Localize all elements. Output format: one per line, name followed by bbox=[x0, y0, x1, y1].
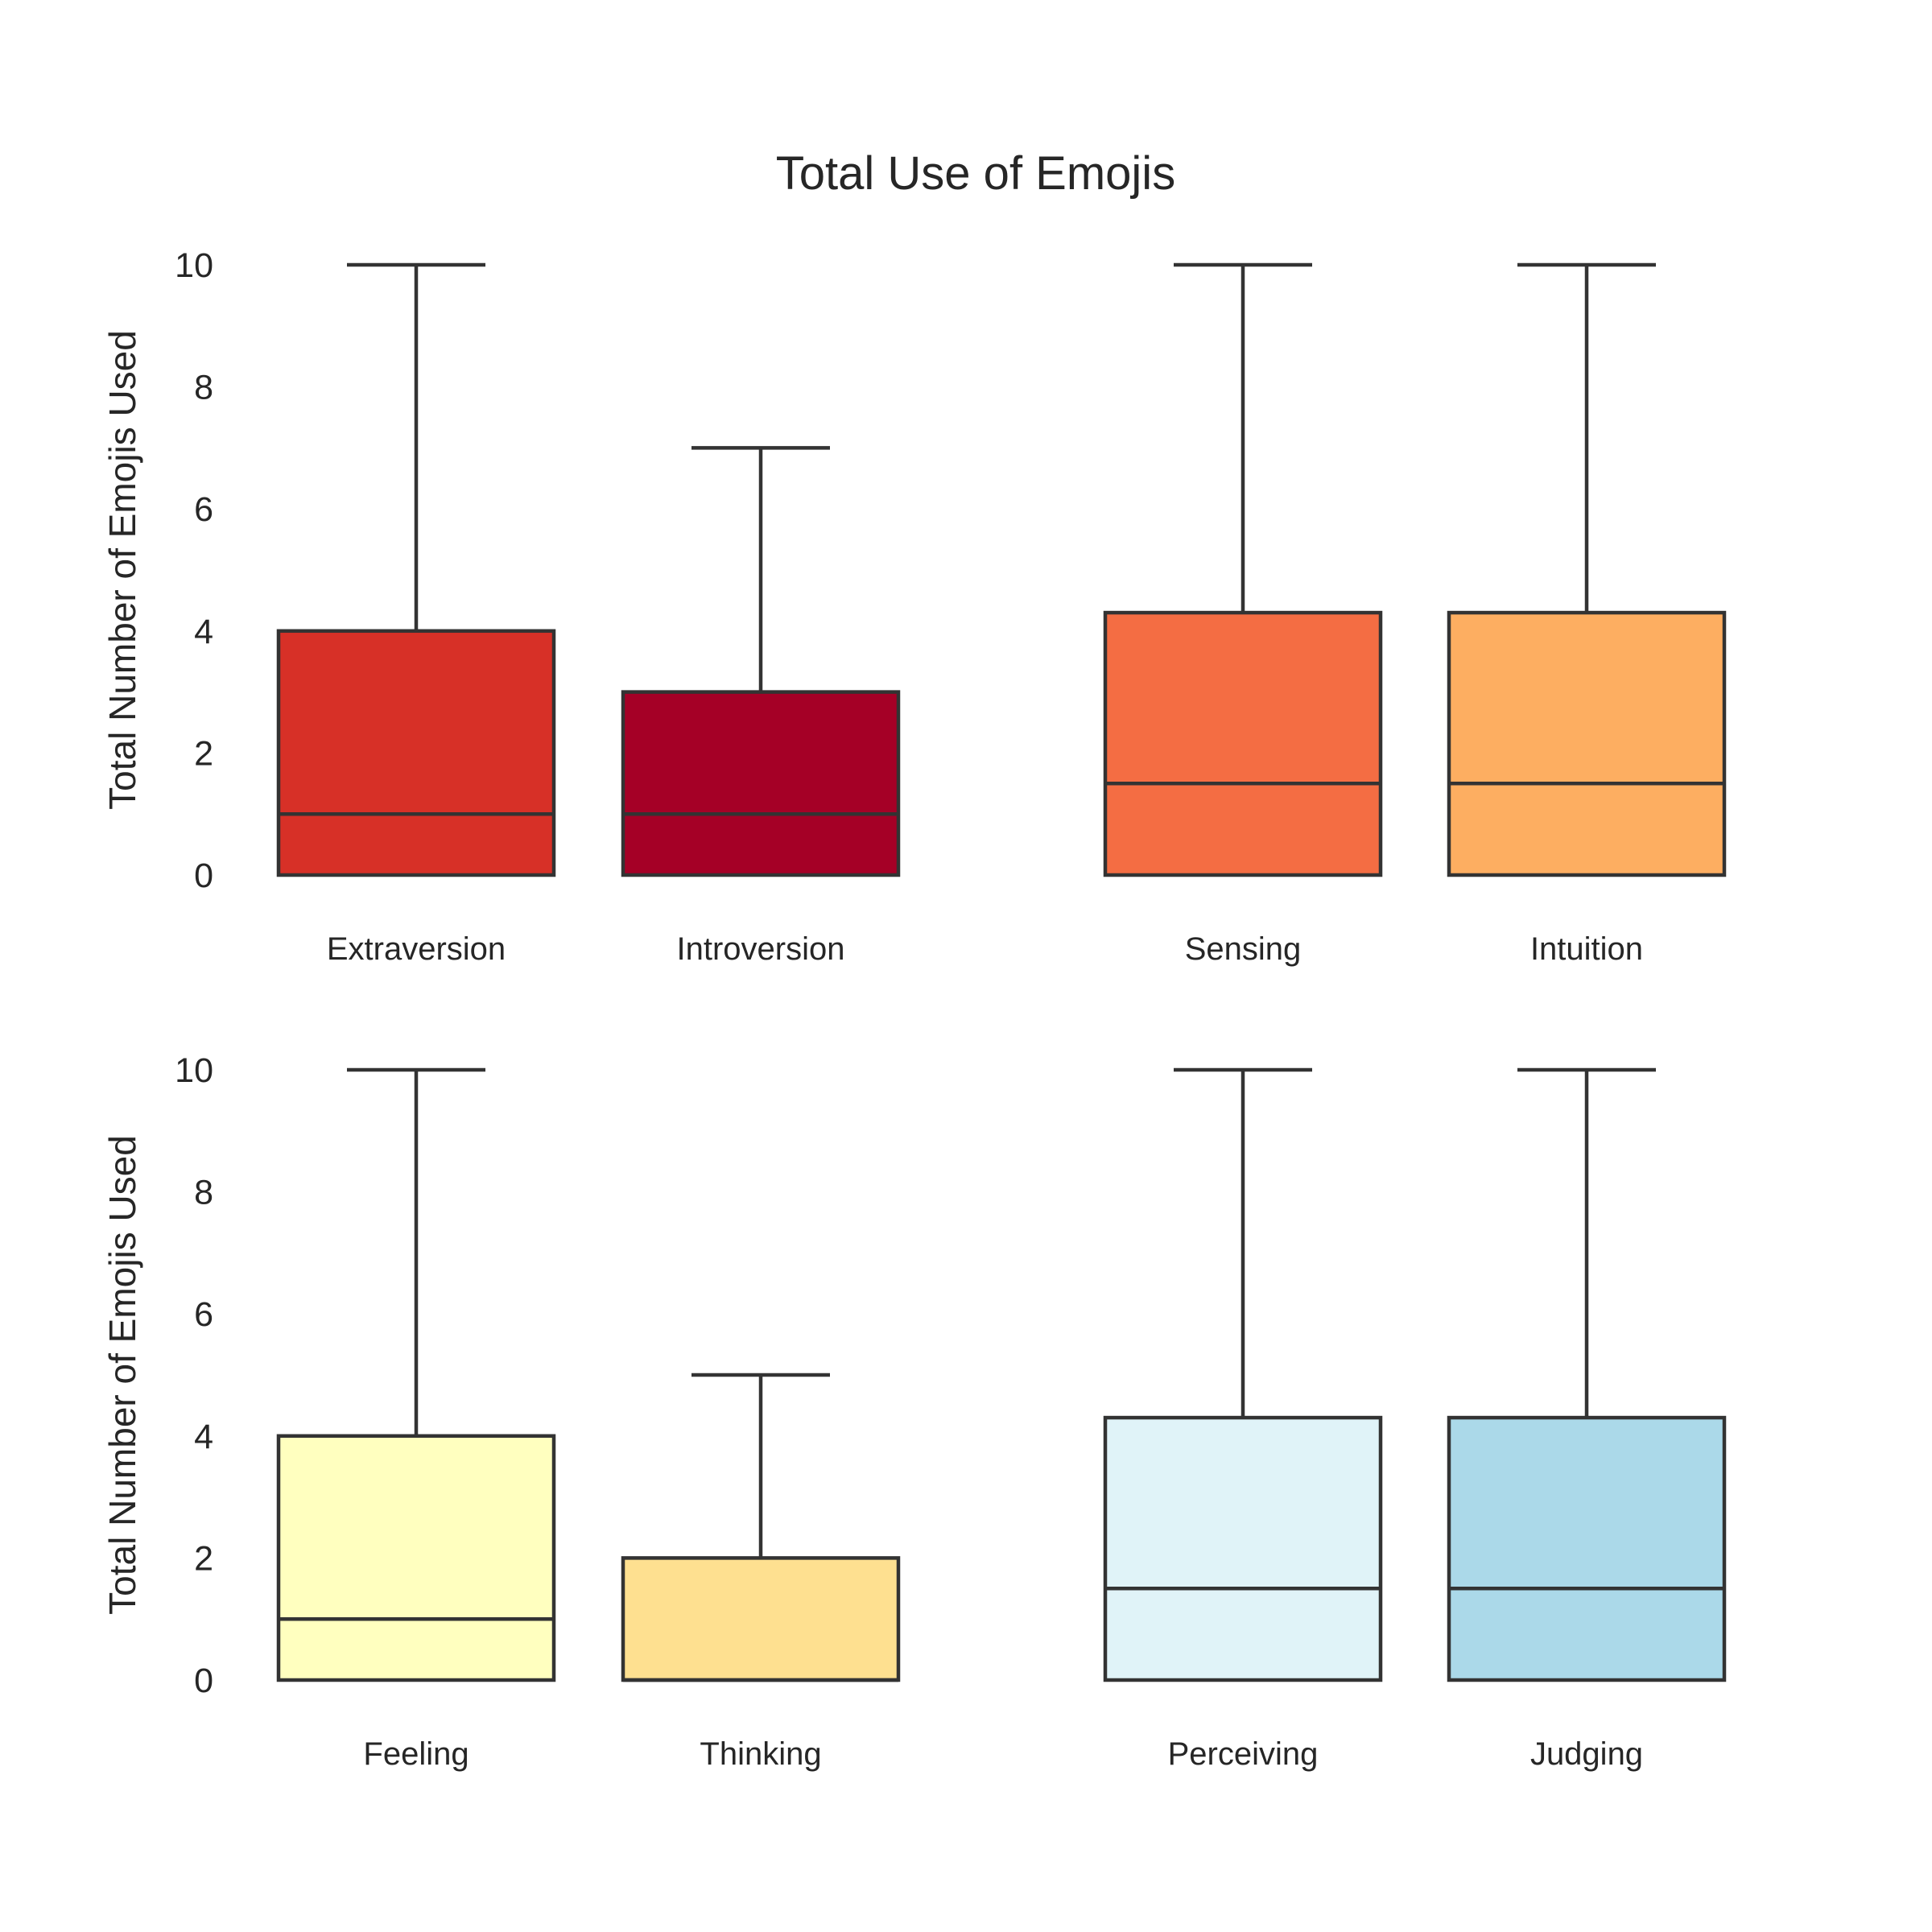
y-tick-label: 0 bbox=[194, 1662, 213, 1700]
box-body bbox=[1103, 1415, 1383, 1682]
box-extraversion: Extraversion bbox=[276, 262, 556, 967]
y-tick-label: 2 bbox=[194, 734, 213, 773]
x-tick-label: Intuition bbox=[1530, 931, 1643, 967]
box-introversion: Introversion bbox=[621, 446, 901, 967]
box-body bbox=[1447, 610, 1727, 877]
box-perceiving: Perceiving bbox=[1103, 1067, 1383, 1772]
box-body bbox=[1447, 1415, 1727, 1682]
y-tick-label: 4 bbox=[194, 1418, 213, 1456]
panel-1: Total Number of Emojis Used 0 2 4 6 8 10 Extrav… bbox=[101, 246, 1727, 967]
box-body bbox=[1103, 610, 1383, 877]
box-body bbox=[276, 1434, 556, 1682]
y-tick-label: 8 bbox=[194, 369, 213, 407]
box-body bbox=[621, 1556, 901, 1682]
x-tick-label: Feeling bbox=[363, 1736, 469, 1772]
x-tick-label: Perceiving bbox=[1168, 1736, 1319, 1772]
y-tick-label: 2 bbox=[194, 1539, 213, 1578]
box-body bbox=[276, 629, 556, 877]
panel-2: Total Number of Emojis Used 0 2 4 6 8 10 Feelin… bbox=[101, 1051, 1727, 1772]
box-body bbox=[621, 690, 901, 877]
y-tick-label: 6 bbox=[194, 490, 213, 529]
box-sensing: Sensing bbox=[1103, 262, 1383, 967]
y-axis-label: Total Number of Emojis Used bbox=[101, 1135, 143, 1615]
y-tick-label: 10 bbox=[175, 246, 213, 285]
y-tick-label: 10 bbox=[175, 1051, 213, 1090]
x-tick-label: Introversion bbox=[677, 931, 845, 967]
box-feeling: Feeling bbox=[276, 1067, 556, 1772]
x-tick-label: Sensing bbox=[1185, 931, 1302, 967]
x-tick-label: Extraversion bbox=[327, 931, 506, 967]
x-tick-label: Thinking bbox=[700, 1736, 821, 1772]
chart-title: Total Use of Emojis bbox=[776, 147, 1175, 200]
box-judging: Judging bbox=[1447, 1067, 1727, 1772]
box-intuition: Intuition bbox=[1447, 262, 1727, 967]
box-thinking: Thinking bbox=[621, 1373, 901, 1772]
x-tick-label: Judging bbox=[1530, 1736, 1643, 1772]
y-tick-label: 0 bbox=[194, 857, 213, 895]
y-axis-label: Total Number of Emojis Used bbox=[101, 330, 143, 810]
y-tick-label: 8 bbox=[194, 1174, 213, 1212]
y-tick-label: 6 bbox=[194, 1295, 213, 1334]
chart-panels: Total Number of Emojis Used 0 2 4 6 8 10 Extrav… bbox=[101, 246, 1727, 1772]
y-tick-label: 4 bbox=[194, 613, 213, 651]
